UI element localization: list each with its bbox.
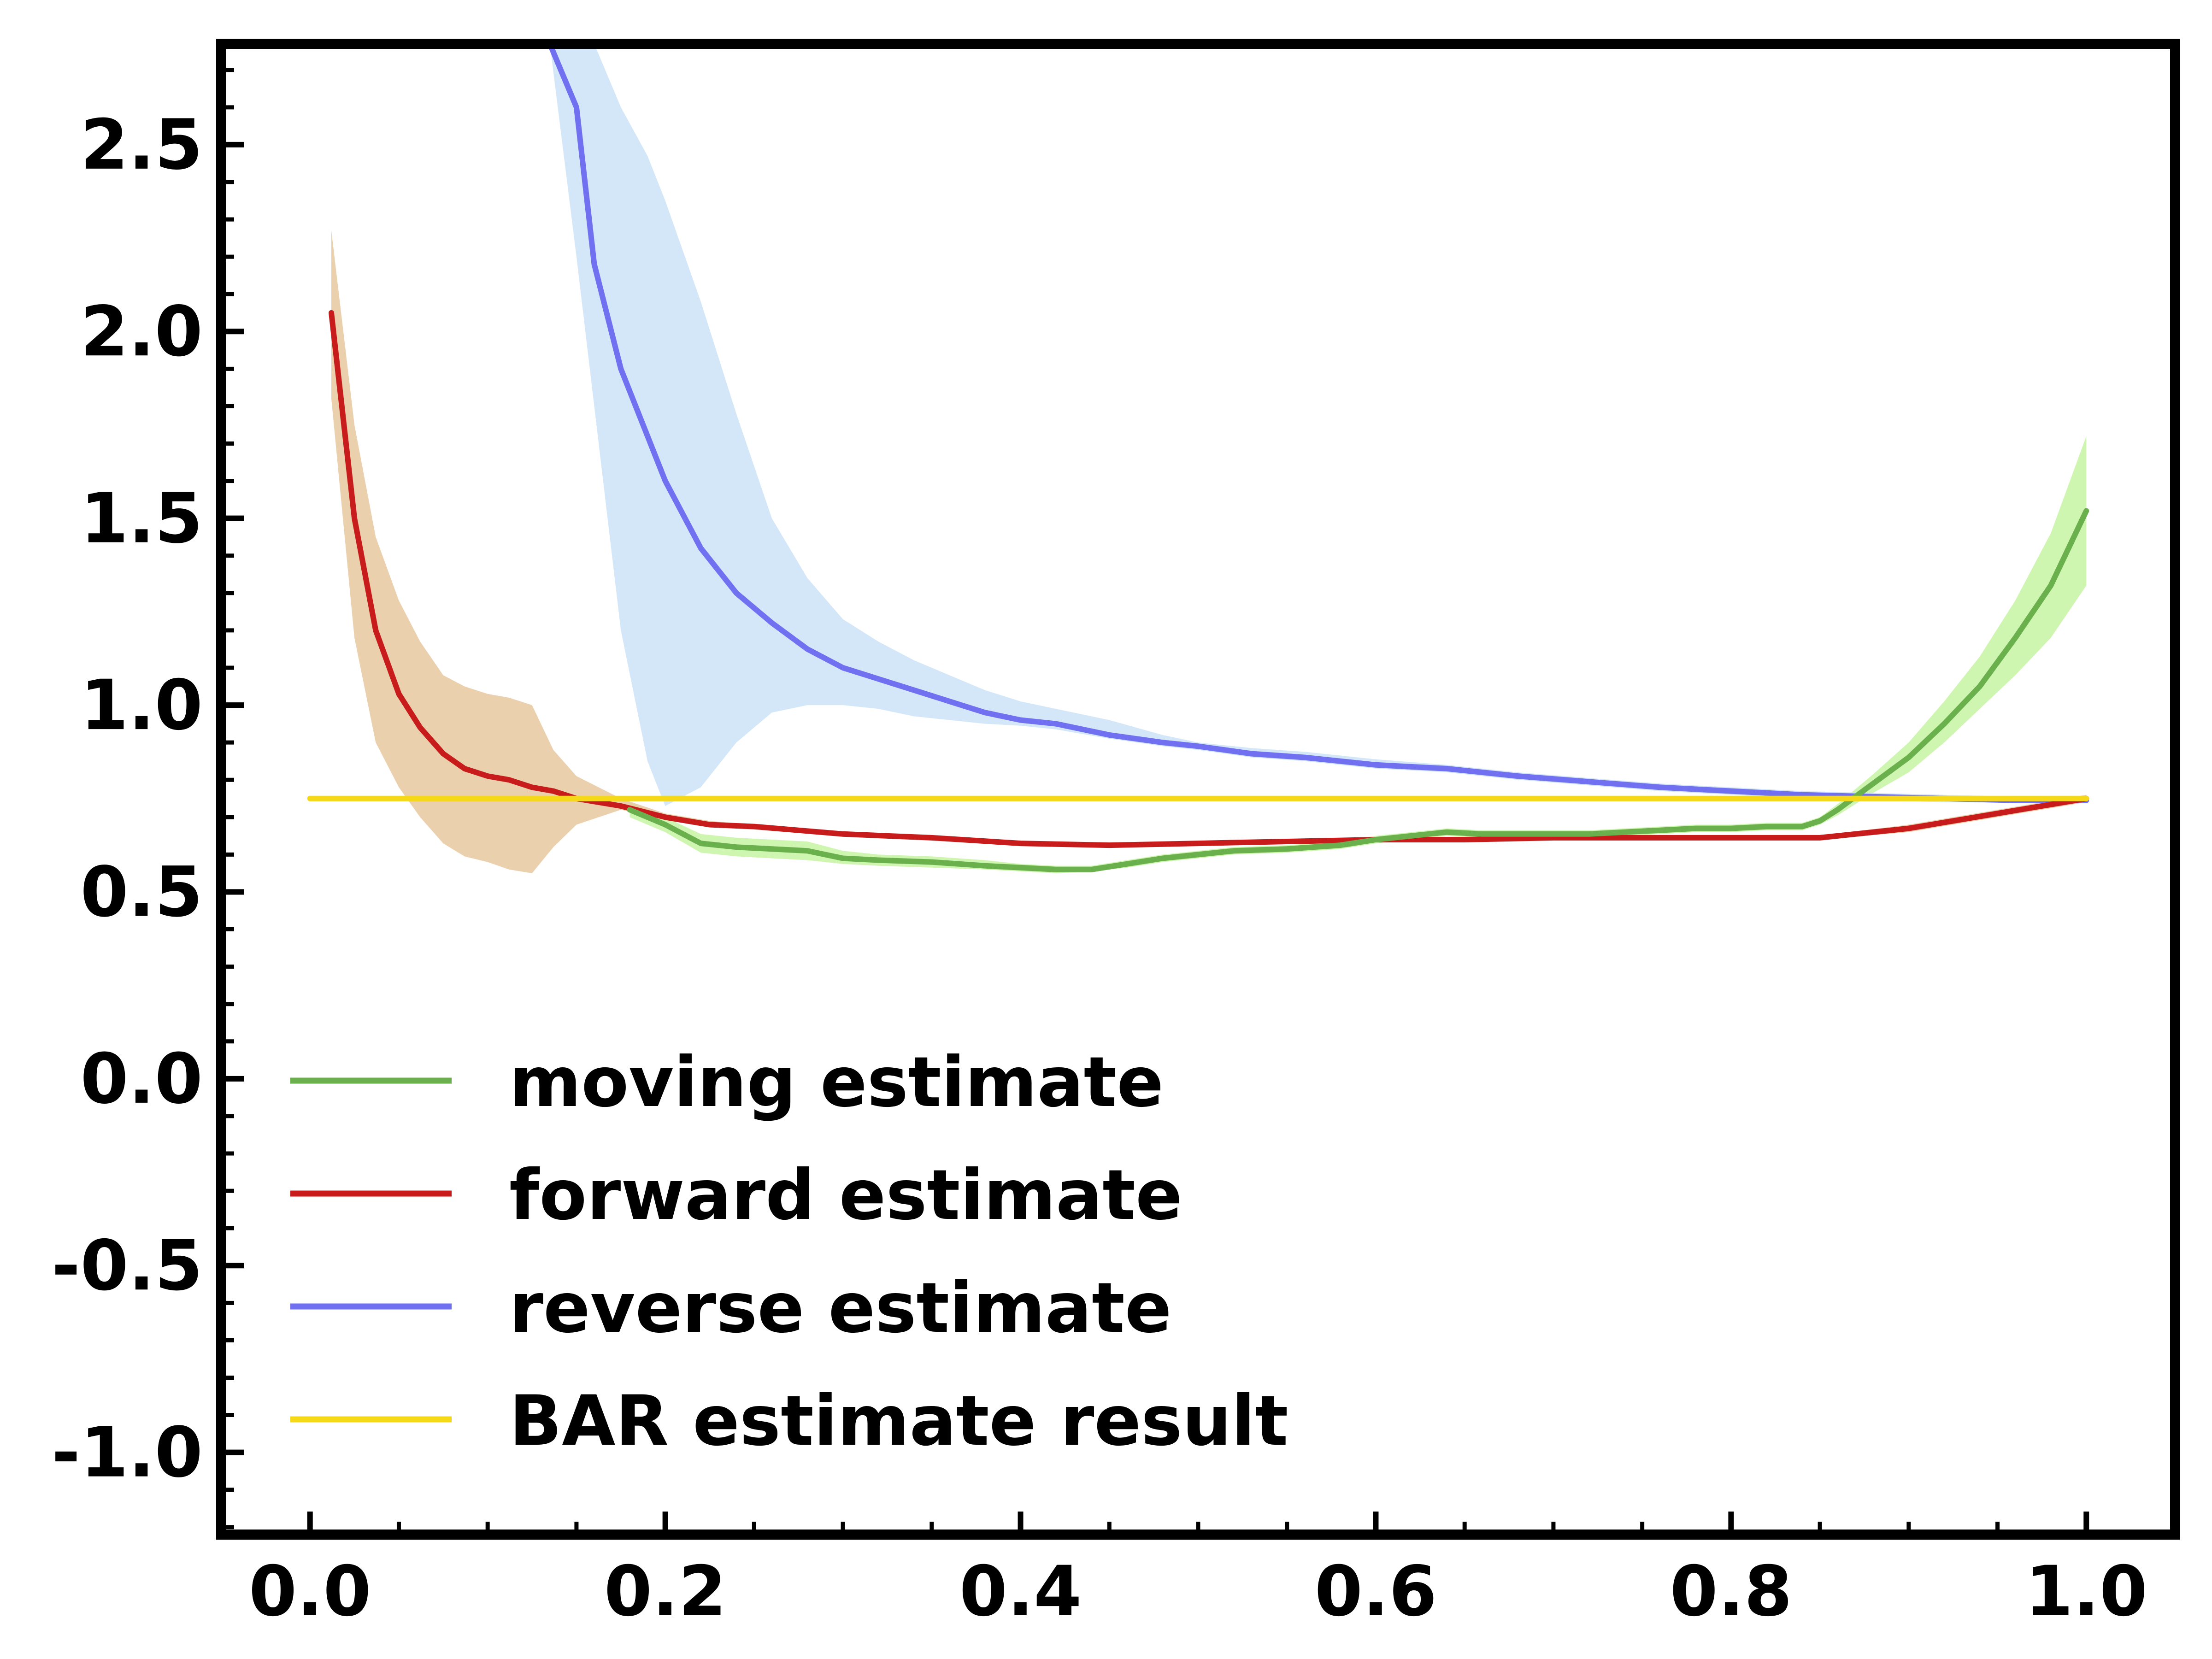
y-tick-label: 2.0 [80,292,203,372]
forward-estimate-line [329,310,2089,848]
series-lines [307,44,2089,872]
x-tick-label: 0.8 [1670,1552,1792,1632]
y-tick-label: 1.0 [80,665,203,746]
y-tick-label: 0.5 [80,852,203,932]
confidence-bands [331,44,2087,873]
reverse-estimate-line [547,44,2089,803]
y-tick-label: 2.5 [80,105,203,185]
plot-frame [216,39,2180,1540]
reverse-estimate-band [550,44,2087,806]
y-tick-label: -0.5 [52,1226,203,1306]
legend-item-forward-estimate: forward estimate [290,1155,1182,1235]
legend-item-moving-estimate: moving estimate [290,1042,1164,1123]
x-tick-label: 0.0 [249,1552,371,1632]
y-tick-label: 1.5 [80,479,203,559]
x-tick-label: 1.0 [2025,1552,2147,1632]
legend: moving estimate forward estimate reverse e… [290,1042,1288,1461]
legend-label: reverse estimate [509,1268,1172,1348]
legend-label: moving estimate [509,1042,1164,1123]
legend-label: BAR estimate result [509,1381,1288,1461]
y-tick-label: -1.0 [52,1413,203,1493]
x-tick-label: 0.2 [604,1552,727,1632]
legend-label: forward estimate [509,1155,1182,1235]
x-tick-label: 0.6 [1315,1552,1437,1632]
legend-item-reverse-estimate: reverse estimate [290,1268,1172,1348]
legend-item-bar-estimate-result: BAR estimate result [290,1381,1288,1461]
tick-labels: 0.0 0.2 0.4 0.6 0.8 1.0 -1.0 -0.5 0.0 0.5 1.0 1.5 2.… [52,105,2147,1632]
forward-estimate-band [331,230,2087,873]
x-tick-label: 0.4 [959,1552,1082,1632]
y-tick-label: 0.0 [80,1039,203,1119]
